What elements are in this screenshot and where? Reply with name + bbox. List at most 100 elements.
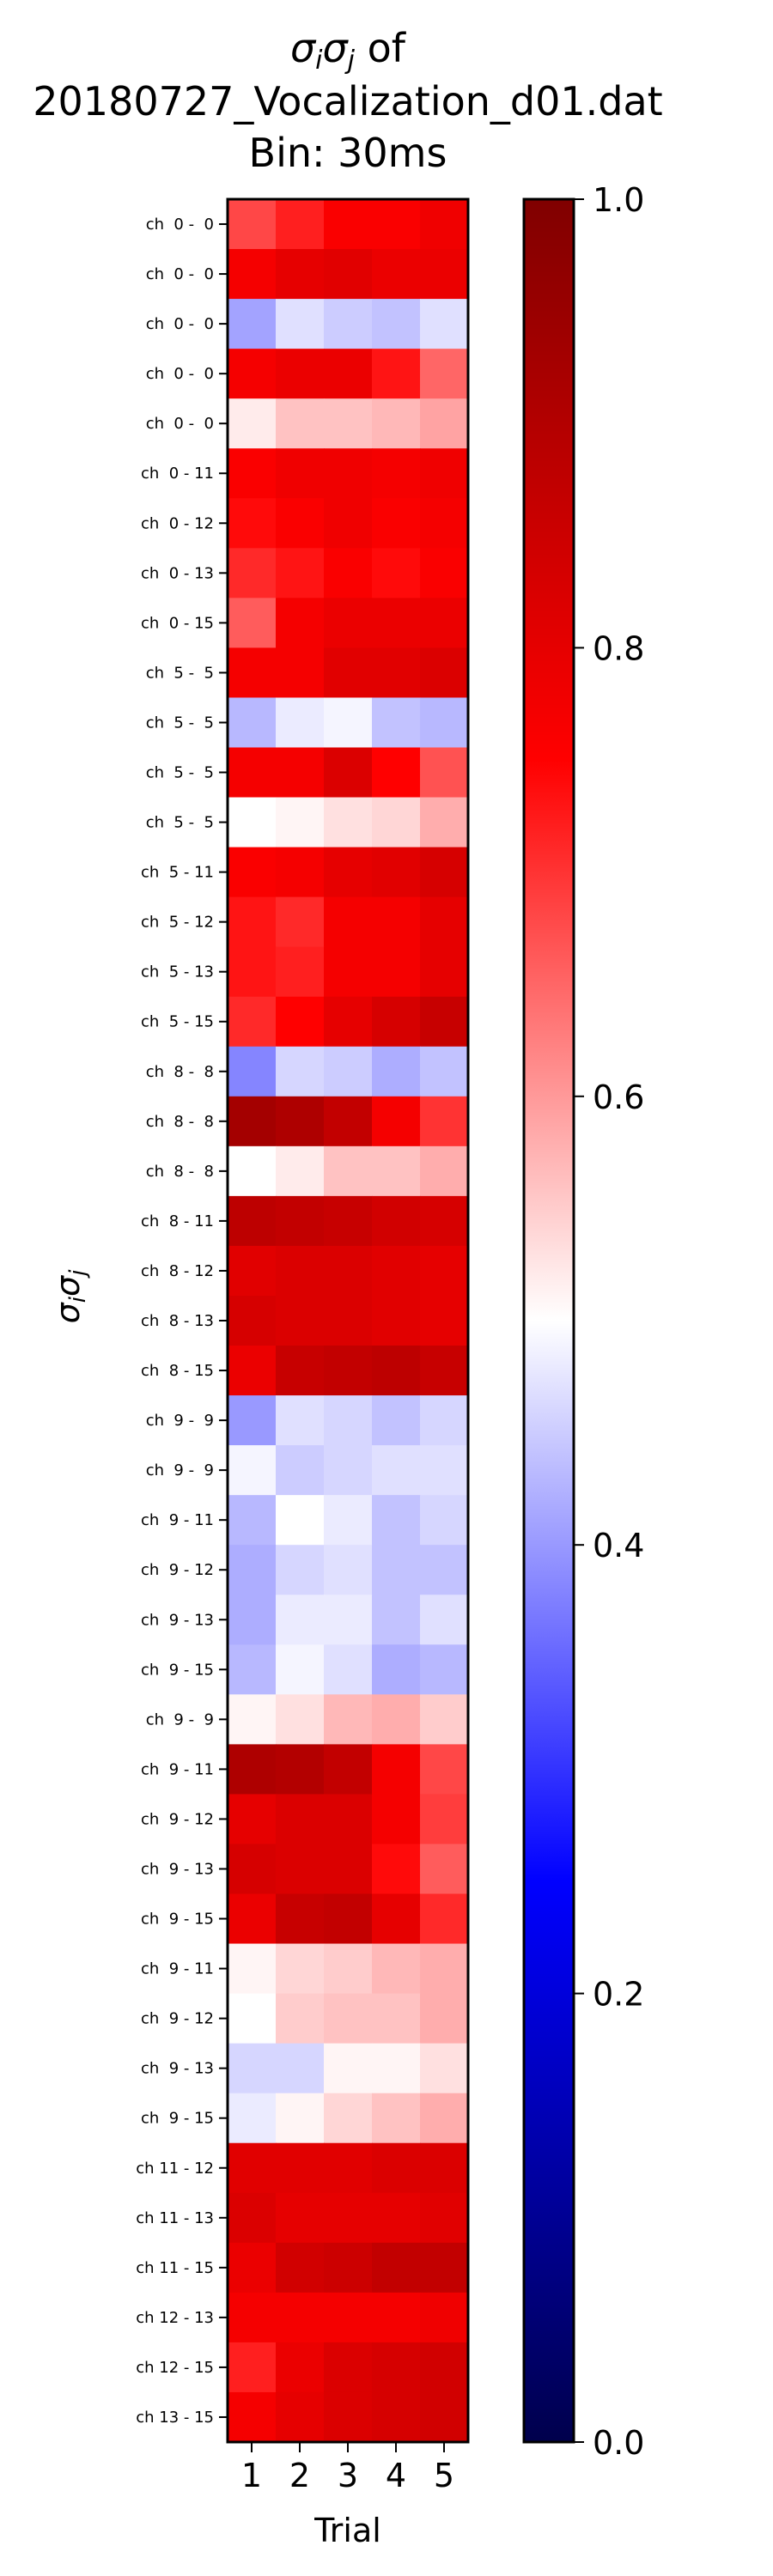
heatmap-cell [276, 1644, 325, 1695]
heatmap-cell [276, 1694, 325, 1745]
heatmap-cell [420, 398, 469, 449]
heatmap-cell [420, 1644, 469, 1695]
heatmap-cell [276, 598, 325, 648]
heatmap-cell [420, 1346, 469, 1396]
heatmap-cell [276, 2192, 325, 2244]
heatmap-cell [372, 1694, 421, 1745]
heatmap-cell [324, 2093, 373, 2144]
heatmap-cell [324, 1595, 373, 1645]
heatmap-cell [228, 2192, 277, 2244]
heatmap-cell [420, 647, 469, 699]
heatmap-cell [372, 2292, 421, 2343]
heatmap-cell [276, 2093, 325, 2144]
heatmap-cell [276, 398, 325, 449]
heatmap-cell [372, 2391, 421, 2443]
heatmap-cell [228, 1096, 277, 1147]
heatmap-cell [372, 647, 421, 699]
row-tick-label: ch 0 - 11 [141, 465, 214, 483]
heatmap-cell [324, 1096, 373, 1147]
heatmap-cell [420, 2242, 469, 2293]
heatmap-cell [372, 498, 421, 549]
heatmap-cell [324, 2043, 373, 2094]
heatmap-cell [324, 2391, 373, 2443]
colorbar [522, 197, 575, 2444]
heatmap-cell [324, 1445, 373, 1496]
heatmap-cell [372, 1395, 421, 1446]
heatmap-cell [372, 697, 421, 749]
heatmap-cell [276, 797, 325, 848]
heatmap-cell [324, 1744, 373, 1795]
heatmap-cell [420, 1295, 469, 1346]
heatmap-cell [228, 1495, 277, 1546]
heatmap-cell [372, 1794, 421, 1845]
heatmap-cell [276, 1295, 325, 1346]
row-tick-label: ch 9 - 11 [141, 1511, 214, 1529]
row-tick-label: ch 5 - 5 [146, 664, 214, 682]
row-tick-label: ch 9 - 15 [141, 1661, 214, 1679]
heatmap-cell [372, 1993, 421, 2044]
row-tick-label: ch 9 - 12 [141, 1810, 214, 1828]
heatmap-cell [420, 1145, 469, 1197]
heatmap-cell [324, 797, 373, 848]
row-tick-label: ch 5 - 5 [146, 814, 214, 832]
row-tick-label: ch 8 - 8 [146, 1063, 214, 1081]
heatmap-cell [276, 697, 325, 749]
heatmap-cell [228, 1295, 277, 1346]
heatmap-cell [420, 548, 469, 598]
heatmap-cell [420, 896, 469, 948]
colorbar-ticks: 0.0 0.2 0.4 0.6 0.8 1.0 [574, 181, 644, 2462]
heatmap-cell [420, 1595, 469, 1645]
heatmap-cell [420, 1195, 469, 1247]
heatmap-cell [276, 747, 325, 799]
colorbar-gradient [522, 197, 575, 2444]
heatmap-cell [228, 2142, 277, 2194]
heatmap-cell [324, 1694, 373, 1745]
heatmap-cell [276, 2242, 325, 2293]
heatmap-cell [372, 2192, 421, 2244]
heatmap-cell [324, 398, 373, 449]
x-tick-label: 5 [434, 2457, 454, 2494]
colorbar-tick-label: 0.6 [593, 1078, 644, 1116]
heatmap-cell [420, 1545, 469, 1595]
heatmap-cell [228, 199, 277, 250]
heatmap-cell [420, 1495, 469, 1546]
row-tick-label: ch 5 - 5 [146, 764, 214, 782]
heatmap-cell [420, 598, 469, 648]
heatmap-cell [324, 2192, 373, 2244]
heatmap-cell [324, 2142, 373, 2194]
heatmap-cell [420, 498, 469, 549]
heatmap-cell [228, 1545, 277, 1595]
heatmap-cell [228, 647, 277, 699]
heatmap-cell [324, 1794, 373, 1845]
heatmap-cell [228, 299, 277, 349]
heatmap-cell [372, 1495, 421, 1546]
row-tick-label: ch 5 - 12 [141, 914, 214, 932]
heatmap-cell [324, 946, 373, 998]
heatmap-cell [420, 2043, 469, 2094]
heatmap-cell [228, 896, 277, 948]
heatmap-cell [228, 2342, 277, 2393]
heatmap-cell [324, 299, 373, 349]
heatmap-cell [420, 1794, 469, 1845]
heatmap-cell [324, 1893, 373, 1945]
row-tick-label: ch 9 - 11 [141, 1960, 214, 1978]
heatmap-cell [420, 1395, 469, 1446]
x-tick-label: 3 [338, 2457, 358, 2494]
heatmap-cell [324, 2292, 373, 2343]
heatmap-cell [276, 249, 325, 300]
heatmap-cell [372, 448, 421, 499]
heatmap-cell [372, 249, 421, 300]
row-tick-label: ch 13 - 15 [136, 2409, 214, 2427]
heatmap-cell [372, 1096, 421, 1147]
title-line-1: σiσj of [290, 25, 407, 76]
colorbar-tick-label: 1.0 [593, 181, 644, 219]
heatmap-cell [276, 1844, 325, 1895]
heatmap-cell [372, 349, 421, 399]
heatmap-cell [372, 1545, 421, 1595]
heatmap-cell [420, 1445, 469, 1496]
x-tick-label: 4 [386, 2457, 406, 2494]
heatmap-cell [420, 1046, 469, 1097]
row-tick-label: ch 0 - 0 [146, 265, 214, 283]
heatmap-cell [276, 2043, 325, 2094]
x-axis-label: Trial [313, 2512, 381, 2549]
